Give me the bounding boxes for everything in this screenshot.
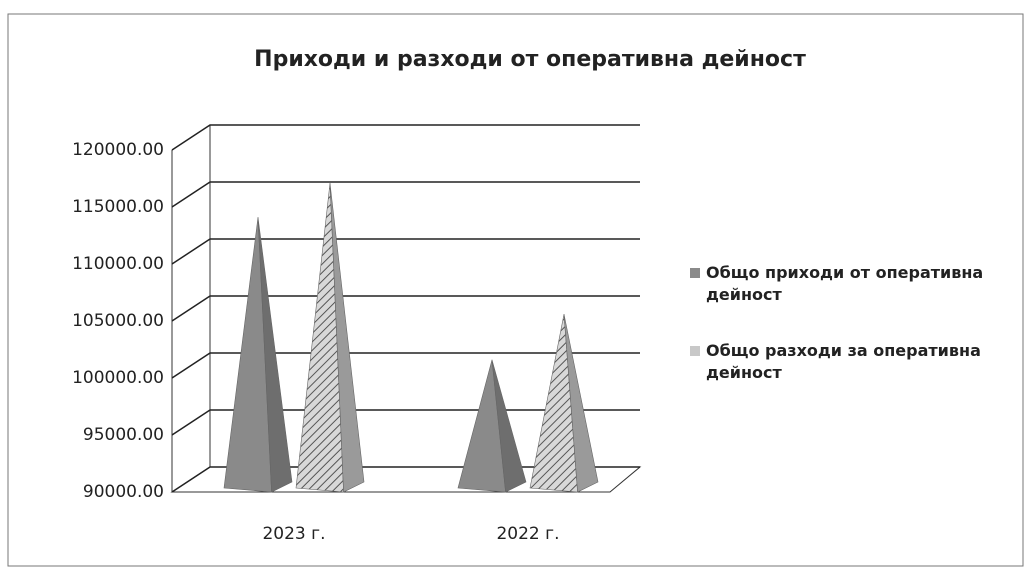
legend-label: Общо разходи за оперативна дейност [706,341,981,382]
y-tick-label: 90000.00 [83,482,164,502]
pyramid-face [529,314,578,493]
pyramid-face [457,359,506,493]
grid-line [171,124,640,151]
grid-line [171,295,640,322]
pyramid-face [563,314,599,493]
frame [7,13,1024,567]
pyramid [529,314,599,493]
legend-swatch [690,268,700,278]
pyramid-face [223,217,272,493]
pyramid-face [257,217,293,493]
grid-line [171,238,640,265]
pyramid [223,217,293,493]
legend-entry: Общо приходи от оперативна дейност [690,262,1020,306]
chart-title: Приходи и разходи от оперативна дейност [254,47,806,72]
legend-swatch [690,346,700,356]
legend-entry: Общо разходи за оперативна дейност [690,340,1020,384]
pyramid [295,183,365,493]
pyramid [457,359,527,493]
y-tick-label: 110000.00 [72,254,164,274]
y-tick-label: 120000.00 [72,140,164,160]
grid-line [171,181,640,208]
y-tick-label: 100000.00 [72,368,164,388]
legend-label: Общо приходи от оперативна дейност [706,263,984,304]
x-tick-label: 2022 г. [496,524,559,544]
grid-line [171,352,640,379]
pyramid-face [491,359,527,493]
pyramid-face [329,183,365,493]
y-tick-label: 115000.00 [72,197,164,217]
pyramid-face [295,183,344,493]
y-tick-label: 105000.00 [72,311,164,331]
y-tick-label: 95000.00 [83,425,164,445]
x-tick-label: 2023 г. [262,524,325,544]
